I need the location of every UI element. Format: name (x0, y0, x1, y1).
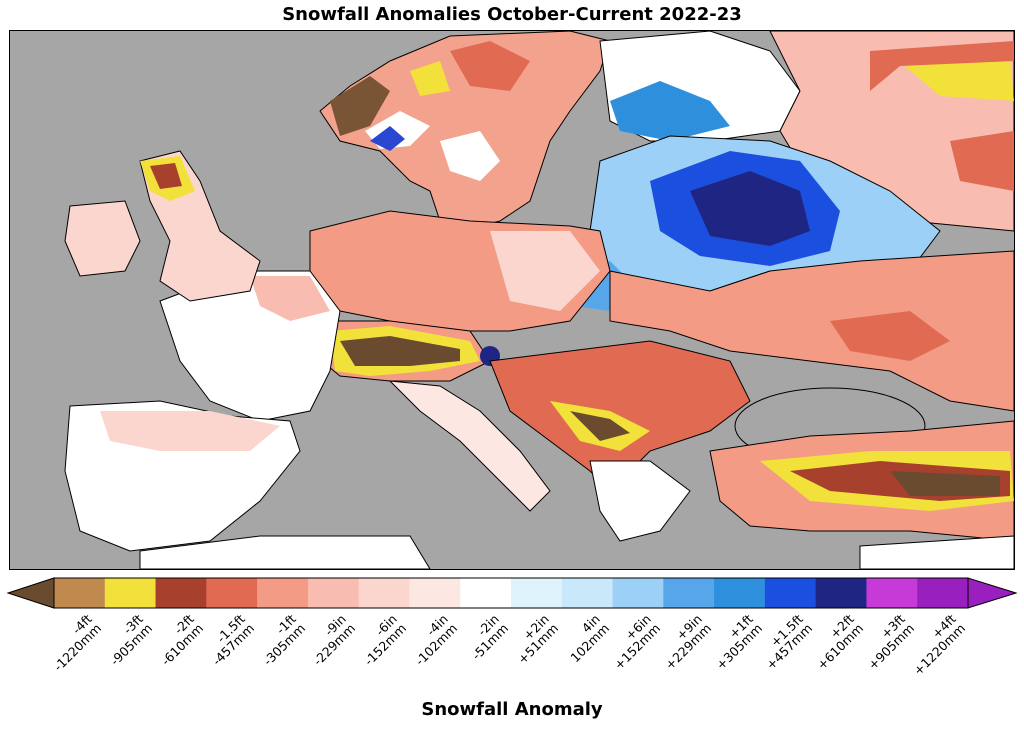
colorbar-tick-label: +1.5ft +457mm (763, 611, 816, 673)
colorbar-bin (764, 578, 817, 608)
colorbar-frame (53, 577, 969, 609)
colorbar-bin (54, 578, 106, 608)
colorbar-tick-label: +4ft +1220mm (909, 611, 968, 679)
colorbar-bin (155, 578, 207, 608)
colorbar-bin (511, 578, 563, 608)
land-ukraine (609, 250, 1014, 412)
chart-title: Snowfall Anomalies October-Current 2022-… (282, 4, 742, 25)
colorbar-tick-label: -4ft -1220mm (50, 611, 105, 675)
land-greece (589, 460, 691, 542)
land-ireland (64, 200, 141, 277)
colorbar (0, 576, 1024, 610)
colorbar-bin (358, 578, 410, 608)
colorbar-label: Snowfall Anomaly (421, 699, 603, 720)
colorbar-bin (612, 578, 664, 608)
colorbar-tick-label: +2ft +610mm (814, 611, 867, 673)
anomaly-map (9, 30, 1015, 570)
colorbar-bin (257, 578, 309, 608)
colorbar-bin (917, 578, 969, 608)
colorbar-bin (866, 578, 918, 608)
colorbar-tick-label: -3ft -905mm (107, 611, 156, 669)
colorbar-tick-label: 4in 102mm (567, 611, 613, 666)
colorbar-bin (714, 578, 766, 608)
colorbar-tick-label: -2ft -610mm (158, 611, 207, 669)
colorbar-tick-label: -1ft -305mm (259, 611, 308, 669)
colorbar-bin (409, 578, 461, 608)
land-italy (388, 380, 551, 512)
colorbar-bin (307, 578, 360, 608)
colorbar-tick-label: -6in -152mm (361, 611, 410, 669)
colorbar-bin (663, 578, 715, 608)
colorbar-bin (815, 578, 867, 608)
colorbar-bin (460, 578, 512, 608)
colorbar-bin (561, 578, 614, 608)
colorbar-tick-label: +9in +229mm (661, 611, 714, 673)
colorbar-tick-label: -1.5ft -457mm (208, 611, 257, 669)
colorbar-tick-labels: -4ft -1220mm -3ft -905mm -2ft -610mm -1.5ft -45… (0, 611, 1024, 682)
colorbar-tick-label: -4in -102mm (412, 611, 460, 669)
colorbar-extend-high (967, 577, 1018, 609)
colorbar-tick-label: -2in -51mm (468, 611, 511, 663)
colorbar-tick-label: +6in +152mm (610, 611, 664, 673)
colorbar-extend-low (6, 577, 55, 609)
colorbar-tick-label: +2in +51mm (514, 611, 562, 667)
land-scandinavia (319, 31, 611, 232)
colorbar-bin (104, 578, 157, 608)
colorbar-bin (206, 578, 258, 608)
land-north-africa (139, 535, 431, 569)
colorbar-tick-label: -9in -229mm (310, 611, 359, 669)
colorbar-tick-label: +1ft +305mm (712, 611, 765, 673)
